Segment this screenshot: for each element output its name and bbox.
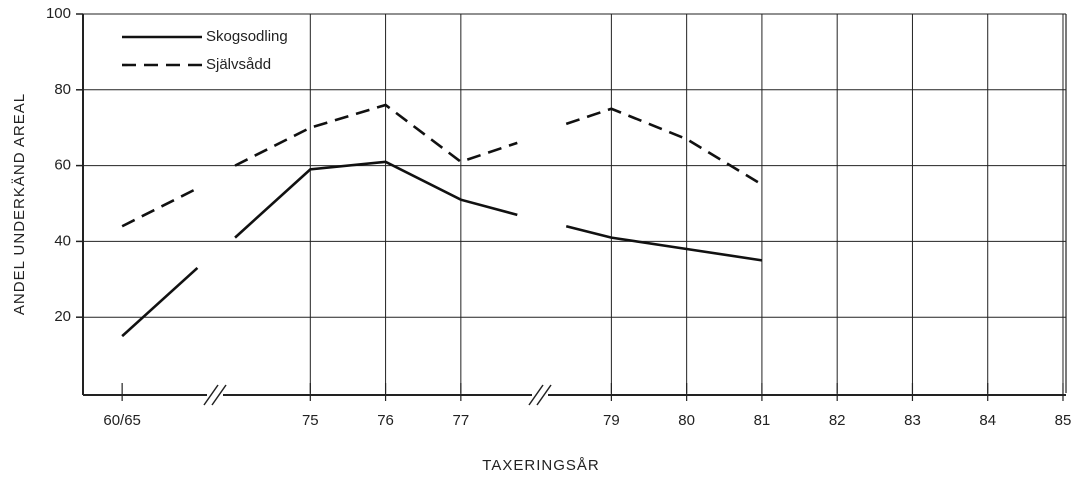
series-line: [234, 160, 518, 239]
x-tick-label: 84: [979, 412, 996, 429]
x-tick-label: 75: [302, 412, 319, 429]
series-line: [565, 224, 763, 262]
legend-label: Självsådd: [206, 56, 271, 73]
axis-break-gap: [207, 392, 223, 398]
x-tick-label: 82: [829, 412, 846, 429]
y-tick-label: 20: [54, 308, 71, 325]
x-tick-label: 83: [904, 412, 921, 429]
series-line: [121, 266, 199, 338]
x-tick-label: 80: [678, 412, 695, 429]
series-line: [565, 107, 763, 186]
axis-break-mark: [211, 384, 227, 406]
series-line: [234, 103, 518, 167]
x-tick-label: 77: [453, 412, 470, 429]
x-tick-label: 81: [754, 412, 771, 429]
x-tick-label: 79: [603, 412, 620, 429]
axis-break-mark: [536, 384, 552, 406]
axis-break-mark: [528, 384, 544, 406]
x-tick-label: 85: [1055, 412, 1072, 429]
x-axis-label: TAXERINGSÅR: [482, 457, 599, 474]
x-tick-label: 60/65: [103, 412, 141, 429]
axis-break-mark: [203, 384, 219, 406]
y-tick-label: 80: [54, 81, 71, 98]
y-tick-label: 40: [54, 232, 71, 249]
legend-label: Skogsodling: [206, 28, 288, 45]
y-tick-label: 60: [54, 157, 71, 174]
series-line: [121, 187, 198, 228]
axis-break-gap: [532, 392, 548, 398]
y-tick-label: 100: [46, 5, 71, 22]
y-axis-label: ANDEL UNDERKÄND AREAL: [11, 93, 28, 315]
x-tick-label: 76: [377, 412, 394, 429]
